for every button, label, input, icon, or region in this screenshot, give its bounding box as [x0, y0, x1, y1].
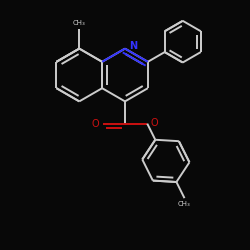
Text: CH₃: CH₃ — [73, 20, 86, 26]
Text: N: N — [129, 42, 137, 51]
Text: CH₃: CH₃ — [178, 201, 191, 207]
Text: O: O — [92, 118, 100, 128]
Text: O: O — [150, 118, 158, 128]
